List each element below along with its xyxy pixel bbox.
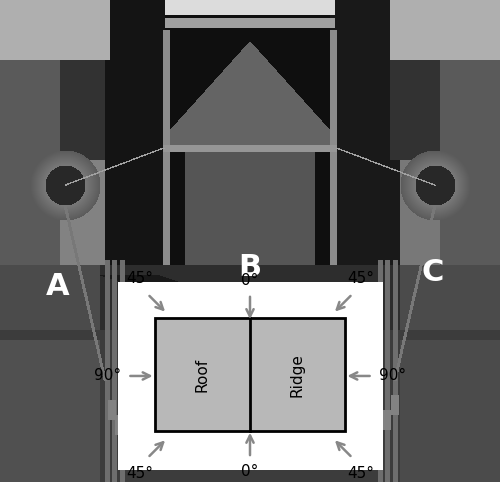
Bar bbox=[118, 282, 382, 470]
Text: C: C bbox=[422, 258, 444, 287]
Text: Ridge: Ridge bbox=[290, 353, 305, 397]
Text: 45°: 45° bbox=[347, 466, 374, 481]
Text: Roof: Roof bbox=[195, 358, 210, 392]
Text: 45°: 45° bbox=[126, 271, 153, 286]
Text: 90°: 90° bbox=[94, 368, 122, 384]
Text: 45°: 45° bbox=[126, 466, 153, 481]
Text: B: B bbox=[238, 253, 262, 282]
Text: 90°: 90° bbox=[378, 368, 406, 384]
Bar bbox=[155, 318, 345, 431]
Text: 45°: 45° bbox=[347, 271, 374, 286]
Text: 0°: 0° bbox=[242, 273, 258, 288]
Text: 0°: 0° bbox=[242, 464, 258, 479]
Text: A: A bbox=[46, 272, 70, 301]
